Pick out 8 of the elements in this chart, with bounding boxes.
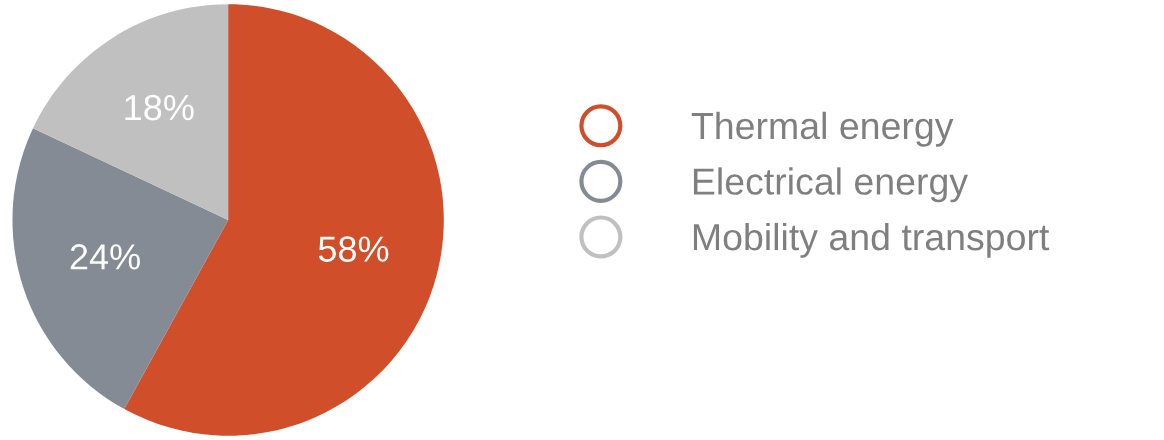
legend-label: Thermal energy bbox=[691, 111, 954, 147]
data-label: 24% bbox=[70, 244, 140, 270]
legend-label: Mobility and transport bbox=[693, 222, 1050, 258]
legend-label: Electrical energy bbox=[693, 167, 968, 203]
data-label: 18% bbox=[125, 94, 194, 121]
pie-slice bbox=[32, 4, 229, 220]
pie-slice bbox=[12, 128, 229, 410]
data-label: 58% bbox=[318, 236, 389, 262]
